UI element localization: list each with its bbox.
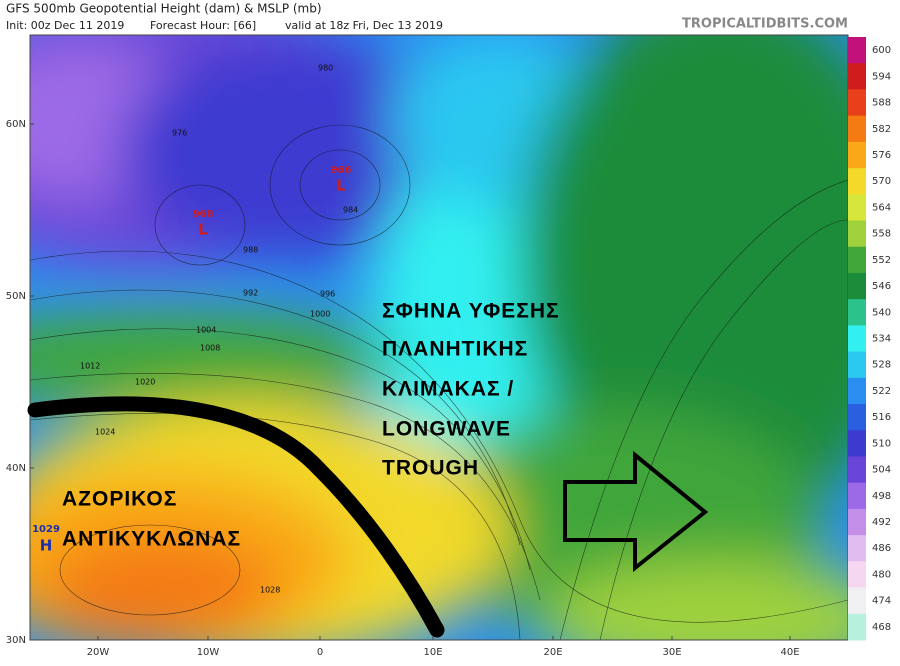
lon-label: 10E: [423, 647, 442, 658]
low-value: 968: [193, 209, 214, 220]
colorbar-label: 522: [872, 386, 891, 397]
colorbar-label: 534: [872, 334, 891, 345]
colorbar-swatch: [848, 587, 866, 615]
colorbar-swatch: [848, 561, 866, 589]
colorbar-label: 558: [872, 229, 891, 240]
colorbar-label: 492: [872, 517, 891, 528]
high-label: ΑΖΟΡΙΚΟΣ: [62, 488, 177, 511]
colorbar-swatch: [848, 89, 866, 117]
contour-label: 1008: [200, 344, 220, 353]
contour-label: 1000: [310, 310, 330, 319]
init-time: Init: 00z Dec 11 2019: [6, 19, 124, 32]
colorbar-swatch: [848, 141, 866, 169]
axes: 60N 50N 40N 30N 20W 10W 0 10E 20E 30E 40E: [6, 119, 800, 658]
trough-label: ΠΛΑΝΗΤΙΚΗΣ: [382, 338, 528, 361]
colorbar-swatch: [848, 194, 866, 222]
lon-label: 0: [317, 647, 323, 658]
colorbar-label: 486: [872, 543, 891, 554]
colorbar-label: 588: [872, 98, 891, 109]
ridge-line: [27, 396, 445, 638]
colorbar-label: 474: [872, 596, 891, 607]
colorbar-label: 480: [872, 569, 891, 580]
colorbar-label: 468: [872, 622, 891, 633]
colorbar-swatch: [848, 220, 866, 248]
colorbar-swatch: [848, 351, 866, 379]
valid-time: valid at 18z Fri, Dec 13 2019: [285, 19, 443, 32]
colorbar-label: 516: [872, 412, 891, 423]
contour-label: 976: [172, 129, 187, 138]
contour-label: 1004: [196, 326, 216, 335]
low-symbol: L: [198, 221, 208, 239]
high-label: ΑΝΤΙΚΥΚΛΩΝΑΣ: [62, 528, 241, 551]
colorbar-label: 552: [872, 255, 891, 266]
contour-label: 1012: [80, 362, 100, 371]
lon-label: 30E: [662, 647, 681, 658]
lon-label: 20W: [87, 647, 110, 658]
colorbar-swatch: [848, 115, 866, 143]
colorbar-swatch: [848, 508, 866, 536]
contour-label: 984: [343, 206, 358, 215]
colorbar-swatch: [848, 482, 866, 510]
high-symbol: H: [40, 537, 53, 555]
colorbar-swatch: [848, 37, 866, 64]
contour-label: 992: [243, 289, 258, 298]
low-value: 966: [331, 165, 352, 176]
trough-label: ΣΦΗΝΑ ΥΦΕΣΗΣ: [382, 300, 560, 323]
lat-label: 50N: [6, 291, 26, 302]
title: GFS 500mb Geopotential Height (dam) & MS…: [6, 2, 322, 16]
colorbar: 600 594 588 582 576 570 564 558 552 546 540 534 528 5…: [848, 37, 891, 641]
colorbar-swatch: [848, 325, 866, 353]
colorbar-swatch: [848, 456, 866, 484]
colorbar-swatch: [848, 299, 866, 326]
colorbar-label: 582: [872, 124, 891, 135]
contour-labels: 980 976 984 988 992 996 1000 1004 1008 1012 1020 10…: [80, 64, 358, 595]
colorbar-swatch: [848, 246, 866, 274]
colorbar-label: 594: [872, 71, 891, 82]
colorbar-swatch: [848, 63, 866, 90]
colorbar-swatch: [848, 430, 866, 457]
trough-label: LONGWAVE: [382, 418, 511, 441]
colorbar-label: 546: [872, 281, 891, 292]
lon-label: 40E: [780, 647, 799, 658]
arrow-east: [563, 450, 709, 573]
forecast-hour: Forecast Hour: [66]: [150, 19, 256, 32]
trough-label: ΚΛΙΜΑΚΑΣ /: [382, 378, 514, 401]
colorbar-swatch: [848, 613, 866, 641]
lat-label: 40N: [6, 463, 26, 474]
contour-label: 980: [318, 64, 333, 73]
contour-label: 1020: [135, 378, 155, 387]
high-value: 1029: [32, 524, 60, 535]
colorbar-label: 540: [872, 307, 891, 318]
colorbar-label: 528: [872, 360, 891, 371]
colorbar-swatch: [848, 168, 866, 195]
contour-label: 988: [243, 246, 258, 255]
colorbar-swatch: [848, 377, 866, 405]
lat-label: 30N: [6, 635, 26, 646]
colorbar-swatch: [848, 272, 866, 300]
lat-label: 60N: [6, 119, 26, 130]
colorbar-swatch: [848, 535, 866, 562]
lon-label: 10W: [197, 647, 220, 658]
colorbar-label: 564: [872, 202, 891, 213]
colorbar-label: 504: [872, 465, 891, 476]
colorbar-label: 498: [872, 491, 891, 502]
source: TROPICALTIDBITS.COM: [682, 17, 848, 32]
trough-label: TROUGH: [382, 457, 479, 480]
colorbar-label: 570: [872, 176, 891, 187]
contour-label: 996: [320, 290, 335, 299]
colorbar-label: 600: [872, 45, 891, 56]
contour-label: 1024: [95, 428, 115, 437]
colorbar-swatch: [848, 404, 866, 431]
low-symbol: L: [336, 177, 346, 195]
lon-label: 20E: [543, 647, 562, 658]
colorbar-label: 510: [872, 438, 891, 449]
contour-label: 1028: [260, 586, 280, 595]
colorbar-label: 576: [872, 150, 891, 161]
